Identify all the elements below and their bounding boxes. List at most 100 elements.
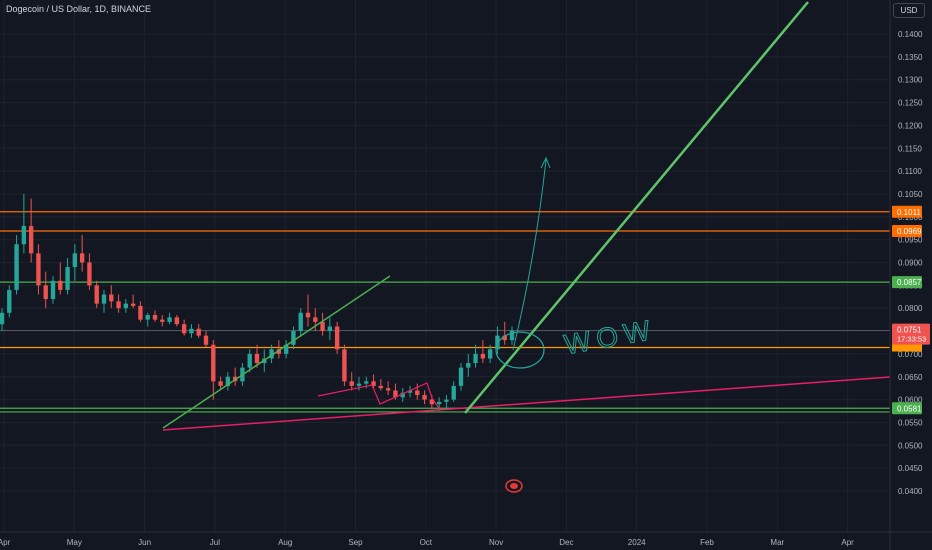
candle-body [87, 262, 92, 286]
candle-body [480, 353, 486, 359]
price-axis: 0.1400 0.1350 0.1300 0.1250 0.1200 0.1150 0.11… [889, 0, 923, 550]
candle-body [36, 253, 41, 286]
time-tick-label: Apr [841, 538, 854, 547]
level-badge [892, 205, 922, 218]
candle-body [254, 353, 260, 364]
symbol-title: Dogecoin / US Dollar, 1D, BINANCE [6, 4, 152, 14]
candle-body [211, 344, 216, 382]
time-tick-label: Apr [0, 538, 11, 547]
price-tick-label: 0.0800 [898, 304, 923, 313]
price-tick-label: 0.1300 [898, 76, 923, 85]
rising-trendline-green [162, 275, 391, 429]
price-tick-label: 0.0650 [898, 373, 923, 382]
candle-body [378, 385, 384, 389]
candle-body [502, 335, 507, 341]
time-tick-label: 2024 [628, 538, 646, 547]
projection-arrow [512, 159, 547, 351]
candle-body [422, 395, 427, 400]
price-tick-label: 0.0400 [898, 487, 923, 496]
candle-body [356, 383, 362, 386]
candle-body [436, 401, 442, 405]
level-badge [892, 224, 922, 237]
candle-body [152, 315, 158, 320]
price-tick-label: 0.1100 [898, 167, 922, 176]
candle-body [364, 381, 369, 384]
level-badge [892, 343, 922, 352]
last-price-badge [892, 323, 930, 345]
candle-body [14, 244, 19, 290]
candle-body [50, 280, 56, 300]
candle-body [444, 399, 449, 402]
candle-body [65, 267, 70, 290]
candle-body [28, 225, 34, 254]
candle-body [334, 326, 340, 350]
candle-body [174, 317, 180, 325]
candle-body [116, 301, 121, 309]
candle-body [189, 328, 194, 334]
price-tick-label: 0.1200 [898, 121, 923, 130]
rising-trendline-pink [162, 376, 891, 431]
record-icon [505, 479, 523, 493]
candle-body [327, 326, 333, 332]
highlight-circle [495, 331, 545, 369]
time-tick-label: Jun [138, 538, 151, 547]
candle-body [167, 317, 172, 322]
annotation-text: WOW [562, 314, 659, 361]
time-tick-label: Sep [348, 538, 363, 547]
candle-body [7, 289, 12, 313]
candle-body [123, 303, 129, 309]
price-tick-label: 0.1350 [898, 53, 923, 62]
candle-body [247, 353, 252, 368]
candle-body [385, 388, 391, 391]
price-tick-label: 0.0450 [898, 464, 923, 473]
level-badge-label: 0.1011 [897, 208, 921, 217]
candle-body [79, 253, 85, 263]
price-tick-label: 0.1400 [898, 30, 923, 39]
time-axis: Apr May Jun Jul Aug Sep Oct Nov Dec 2024 Feb Mar Apr [0, 531, 932, 547]
candle-body [415, 390, 420, 396]
level-badge-label: 0.0581 [897, 404, 922, 413]
level-badge [892, 402, 922, 415]
candle-body [371, 381, 376, 386]
price-tick-label: 0.1050 [898, 190, 923, 199]
time-tick-label: Mar [770, 538, 784, 547]
candle-body [218, 381, 223, 386]
price-tick-label: 0.0550 [898, 418, 923, 427]
candle-body [466, 363, 471, 368]
candle-body [94, 285, 99, 304]
level-badge-label: 0.0969 [897, 227, 922, 236]
candle-body [291, 331, 296, 345]
candle-body [473, 353, 478, 364]
candle-body [145, 315, 150, 320]
candle-body [305, 312, 311, 318]
countdown-label: 17:33:53 [897, 335, 926, 344]
candle-body [320, 321, 325, 332]
level-badge [892, 276, 922, 289]
candle-body [0, 312, 5, 325]
currency-button[interactable]: USD [893, 3, 925, 18]
last-price-label: 0.0751 [897, 326, 922, 335]
candle-body [72, 253, 78, 268]
candle-body [283, 344, 289, 354]
candle-body [21, 225, 27, 245]
candle-body [109, 294, 114, 302]
time-tick-label: Oct [420, 538, 433, 547]
candle-body [181, 324, 187, 334]
price-tick-label: 0.0900 [898, 259, 923, 268]
candle-body [138, 305, 143, 320]
candle-body [407, 390, 413, 393]
candle-body [349, 381, 354, 386]
time-tick-label: Dec [559, 538, 573, 547]
projection-arrow-head [540, 156, 551, 169]
horizontal-levels [0, 211, 890, 413]
time-tick-label: Aug [278, 538, 292, 547]
candle-body [269, 349, 274, 359]
level-badge-label: 0.0857 [897, 278, 922, 287]
candle-body [487, 349, 493, 359]
breakout-trendline-green [464, 1, 809, 414]
candle-body [342, 349, 347, 382]
candle-body [451, 385, 456, 400]
candle-body [509, 330, 515, 341]
candles [0, 193, 515, 412]
